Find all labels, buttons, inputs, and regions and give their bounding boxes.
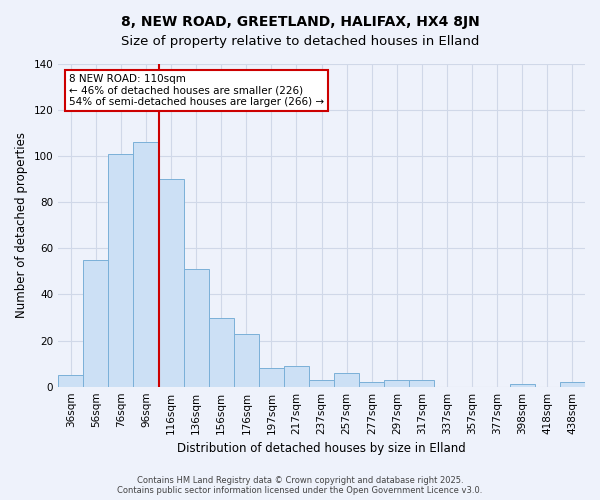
Bar [158,179,184,386]
Y-axis label: Number of detached properties: Number of detached properties [15,132,28,318]
Bar [510,384,535,386]
Bar [109,154,133,386]
Bar [184,269,209,386]
Text: Contains HM Land Registry data © Crown copyright and database right 2025.
Contai: Contains HM Land Registry data © Crown c… [118,476,482,495]
Bar [409,380,434,386]
Text: Size of property relative to detached houses in Elland: Size of property relative to detached ho… [121,35,479,48]
Bar [259,368,284,386]
Bar [83,260,109,386]
Bar [234,334,259,386]
Text: 8 NEW ROAD: 110sqm
← 46% of detached houses are smaller (226)
54% of semi-detach: 8 NEW ROAD: 110sqm ← 46% of detached hou… [69,74,324,107]
Bar [385,380,409,386]
Bar [334,373,359,386]
Bar [359,382,385,386]
Bar [209,318,234,386]
Bar [284,366,309,386]
X-axis label: Distribution of detached houses by size in Elland: Distribution of detached houses by size … [177,442,466,455]
Text: 8, NEW ROAD, GREETLAND, HALIFAX, HX4 8JN: 8, NEW ROAD, GREETLAND, HALIFAX, HX4 8JN [121,15,479,29]
Bar [309,380,334,386]
Bar [560,382,585,386]
Bar [133,142,158,386]
Bar [58,375,83,386]
